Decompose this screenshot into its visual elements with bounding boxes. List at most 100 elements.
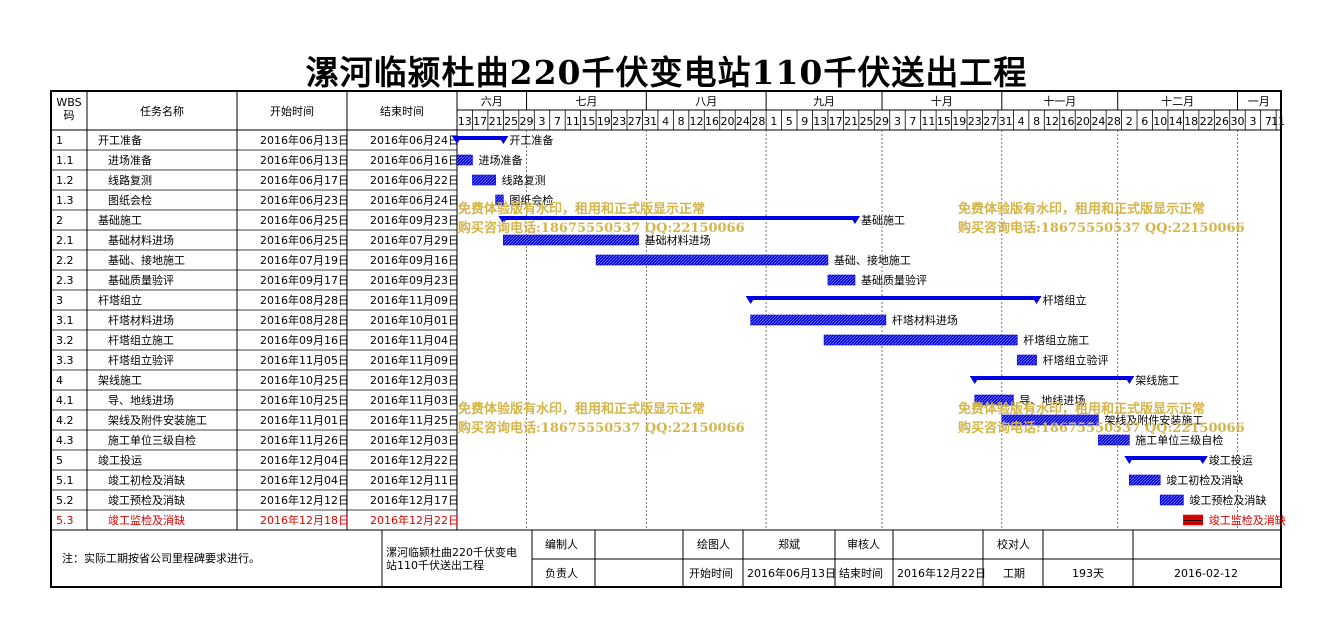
day-tick-label: 20 (720, 115, 734, 128)
task-start: 2016年11月01日 (260, 413, 349, 427)
day-tick-label: 24 (736, 115, 750, 128)
task-name: 杆塔组立施工 (108, 333, 174, 347)
task-name: 基础质量验评 (108, 273, 174, 287)
day-tick-label: 3 (894, 115, 901, 128)
task-wbs: 4.1 (56, 394, 74, 407)
summary-end-marker (849, 216, 860, 224)
task-bar (1001, 414, 1099, 426)
task-wbs: 3.1 (56, 314, 74, 327)
task-wbs: 4.2 (56, 414, 74, 427)
summary-bar (750, 296, 1037, 300)
day-tick-label: 15 (937, 115, 951, 128)
watermark-line1: 免费体验版有水印，租用和正式版显示正常 (458, 201, 705, 217)
task-name: 进场准备 (108, 153, 152, 167)
task-wbs: 1.2 (56, 174, 74, 187)
day-tick-label: 22 (1200, 115, 1214, 128)
task-end: 2016年12月03日 (370, 373, 459, 387)
summary-start-marker (1124, 456, 1135, 464)
checker-label: 校对人 (997, 537, 1030, 551)
day-tick-label: 11 (1271, 115, 1285, 128)
watermark-line2: 购买咨询电话:18675550537 QQ:22150066 (958, 220, 1245, 236)
day-tick-label: 9 (801, 115, 808, 128)
task-start: 2016年11月26日 (260, 433, 349, 447)
day-tick-label: 7 (909, 115, 916, 128)
task-bar (456, 154, 473, 166)
summary-end-marker (1197, 456, 1208, 464)
day-tick-label: 23 (968, 115, 982, 128)
task-start: 2016年06月25日 (260, 233, 349, 247)
header-start: 开始时间 (270, 104, 314, 118)
day-tick-label: 3 (1249, 115, 1256, 128)
task-start: 2016年06月13日 (260, 133, 349, 147)
task-wbs: 2.1 (56, 234, 74, 247)
task-bar (823, 334, 1018, 346)
watermark-line1: 免费体验版有水印，租用和正式版显示正常 (958, 401, 1205, 417)
task-bar (1098, 434, 1130, 446)
task-wbs: 3 (56, 294, 63, 307)
page-title: 漯河临颍杜曲220千伏变电站110千伏送出工程 (305, 53, 1028, 92)
task-wbs: 1.1 (56, 154, 74, 167)
task-name: 竣工初检及消缺 (108, 473, 185, 487)
day-tick-label: 30 (1230, 115, 1244, 128)
day-tick-label: 4 (1018, 115, 1025, 128)
task-name: 施工单位三级自检 (108, 433, 196, 447)
day-tick-label: 28 (1107, 115, 1121, 128)
footer-date: 2016-02-12 (1174, 567, 1238, 580)
day-tick-label: 11 (921, 115, 935, 128)
grid-lines (52, 92, 1280, 531)
day-tick-label: 4 (662, 115, 669, 128)
task-end: 2016年11月04日 (370, 333, 459, 347)
day-tick-label: 26 (1215, 115, 1229, 128)
task-end: 2016年11月09日 (370, 353, 459, 367)
day-tick-label: 15 (581, 115, 595, 128)
task-start: 2016年06月25日 (260, 213, 349, 227)
task-end: 2016年07月29日 (370, 233, 459, 247)
task-name: 基础施工 (98, 214, 142, 227)
day-tick-label: 16 (705, 115, 719, 128)
month-label: 一月 (1248, 95, 1270, 108)
gantt-frame (50, 90, 1282, 588)
day-tick-label: 12 (690, 115, 704, 128)
bar-label: 竣工预检及消缺 (1189, 493, 1266, 507)
bar-label: 竣工初检及消缺 (1166, 473, 1243, 487)
month-label: 七月 (575, 95, 597, 108)
task-end: 2016年11月03日 (370, 393, 459, 407)
task-bar (827, 274, 856, 286)
task-end: 2016年09月23日 (370, 213, 459, 227)
drawer-value: 郑斌 (778, 537, 800, 551)
end-label: 结束时间 (839, 567, 883, 580)
day-tick-label: 28 (751, 115, 765, 128)
bar-label: 架线及附件安装施工 (1104, 413, 1203, 427)
task-bar (1183, 514, 1204, 526)
day-tick-label: 25 (504, 115, 518, 128)
task-end: 2016年06月24日 (370, 133, 459, 147)
task-end: 2016年06月24日 (370, 193, 459, 207)
day-tick-label: 29 (875, 115, 889, 128)
task-end: 2016年12月22日 (370, 513, 459, 527)
summary-start-marker (745, 296, 756, 304)
task-end: 2016年12月03日 (370, 433, 459, 447)
owner-label: 负责人 (545, 566, 578, 580)
summary-end-marker (1031, 296, 1042, 304)
bar-label: 基础材料进场 (645, 233, 711, 247)
day-tick-label: 6 (1141, 115, 1148, 128)
day-tick-label: 7 (554, 115, 561, 128)
summary-bar (457, 136, 504, 140)
watermark-line1: 免费体验版有水印，租用和正式版显示正常 (458, 401, 705, 417)
task-end: 2016年11月25日 (370, 413, 459, 427)
bar-label: 基础施工 (861, 214, 905, 227)
task-name: 杆塔组立 (98, 293, 142, 307)
bar-label: 架线施工 (1135, 373, 1179, 387)
task-wbs: 3.2 (56, 334, 74, 347)
task-wbs: 5.2 (56, 494, 74, 507)
day-tick-label: 19 (597, 115, 611, 128)
bar-label: 线路复测 (502, 173, 546, 187)
header-wbs-line2: 码 (64, 109, 75, 122)
task-wbs: 5.1 (56, 474, 74, 487)
task-wbs: 4 (56, 374, 63, 387)
summary-end-marker (1124, 376, 1135, 384)
task-start: 2016年09月16日 (260, 333, 349, 347)
task-bar (1016, 354, 1037, 366)
watermark-line2: 购买咨询电话:18675550537 QQ:22150066 (458, 420, 745, 436)
